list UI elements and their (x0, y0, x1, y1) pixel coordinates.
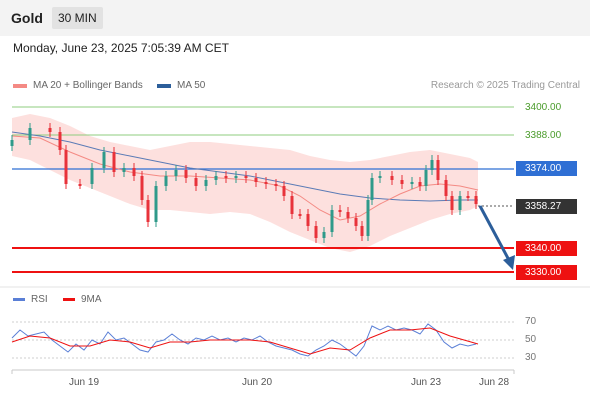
candle-body (370, 178, 374, 200)
candle-body (194, 178, 198, 186)
candle-body (214, 176, 218, 180)
price-label-3340: 3340.00 (516, 241, 577, 256)
candle-body (360, 226, 364, 236)
candle-body (410, 182, 414, 184)
candle-body (234, 176, 238, 178)
instrument-title: Gold (11, 10, 43, 26)
candle-body (90, 168, 94, 184)
forecast-arrow (478, 205, 512, 263)
candle-body (436, 160, 440, 180)
candle-body (140, 176, 144, 200)
x-label-jun20: Jun 20 (242, 377, 273, 388)
price-label-3400: 3400.00 (525, 102, 562, 113)
candle-body (346, 212, 350, 218)
timeframe-button[interactable]: 30 MIN (52, 7, 103, 29)
candle-body (306, 214, 310, 226)
ma50-line (11, 131, 478, 202)
candle-body (184, 170, 188, 178)
candle-body (112, 152, 116, 172)
candle-body (78, 184, 82, 186)
bollinger-band (12, 114, 478, 252)
candle-body (314, 226, 318, 238)
rsi-level-50: 50 (525, 334, 537, 345)
candle-body (400, 180, 404, 184)
candle-body (330, 210, 334, 232)
legend-ma50-label: MA 50 (177, 80, 206, 91)
candle-body (450, 196, 454, 210)
candle-body (174, 170, 178, 176)
candle-body (390, 176, 394, 180)
candle-body (10, 140, 14, 146)
legend-ma20: MA 20 + Bollinger Bands (13, 80, 143, 91)
candle-body (154, 186, 158, 222)
candle-body (58, 132, 62, 150)
candle-body (354, 218, 358, 226)
candle-body (282, 186, 286, 196)
x-label-jun19: Jun 19 (69, 377, 100, 388)
legend-9ma: 9MA (63, 294, 102, 305)
ma20-swatch-icon (13, 83, 27, 88)
candle-body (338, 210, 342, 212)
price-label-3330: 3330.00 (516, 265, 577, 280)
price-label-last: 3358.27 (516, 199, 577, 214)
research-credit: Research © 2025 Trading Central (430, 80, 580, 91)
rsi-line (11, 323, 477, 357)
candle-body (298, 214, 302, 216)
rsi-level-70: 70 (525, 316, 537, 327)
candle-body (48, 128, 52, 132)
price-label-3388: 3388.00 (525, 130, 562, 141)
candle-body (430, 160, 434, 170)
x-label-jun23: Jun 23 (411, 377, 442, 388)
candle-body (122, 168, 126, 172)
candle-body (366, 200, 370, 236)
ma50-swatch-icon (157, 83, 171, 88)
candlesticks (10, 123, 478, 243)
forecast-arrow-head-icon (503, 255, 515, 270)
candle-body (322, 232, 326, 238)
candle-body (458, 196, 462, 210)
candle-body (264, 182, 268, 184)
legend-rsi: RSI (13, 294, 48, 305)
candle-body (132, 168, 136, 176)
candle-body (64, 150, 68, 184)
candle-body (224, 176, 228, 178)
rsi-level-30: 30 (525, 352, 537, 363)
datetime-label: Monday, June 23, 2025 7:05:39 AM CET (13, 41, 229, 55)
candle-body (28, 128, 32, 140)
candle-body (466, 196, 470, 198)
legend-ma20-label: MA 20 + Bollinger Bands (33, 80, 143, 91)
9ma-swatch-icon (63, 298, 75, 301)
legend-rsi-label: RSI (31, 294, 48, 305)
candle-body (244, 176, 248, 178)
rsi-swatch-icon (13, 298, 25, 301)
legend-9ma-label: 9MA (81, 294, 102, 305)
price-label-3374: 3374.00 (516, 161, 577, 176)
candle-body (164, 176, 168, 186)
candle-body (254, 178, 258, 182)
candle-body (274, 184, 278, 186)
x-label-jun28: Jun 28 (479, 377, 510, 388)
candle-body (418, 182, 422, 186)
candle-body (204, 180, 208, 186)
rsi-9ma-line (11, 327, 479, 355)
candle-body (102, 152, 106, 168)
candle-body (290, 196, 294, 214)
candle-body (378, 176, 382, 178)
candle-body (444, 180, 448, 196)
candle-body (474, 196, 478, 204)
legend-ma50: MA 50 (157, 80, 205, 91)
candle-body (424, 170, 428, 186)
candle-body (146, 200, 150, 222)
